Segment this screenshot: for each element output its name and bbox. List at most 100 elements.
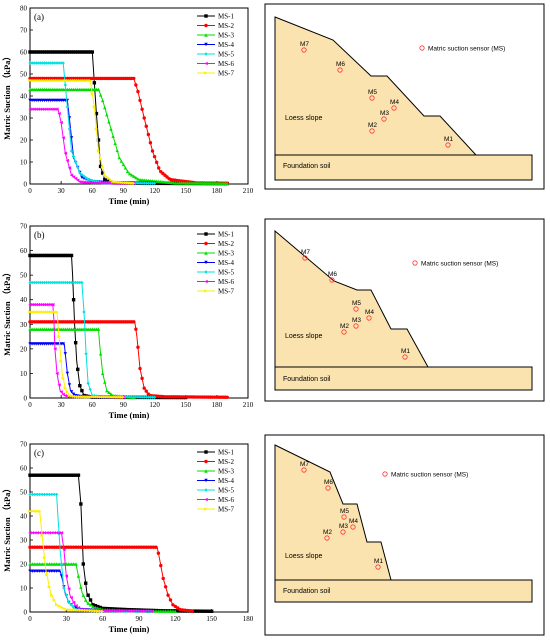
data-point: [33, 473, 37, 477]
data-point: [148, 395, 153, 399]
data-point: [49, 280, 53, 285]
x-tick-label: 120: [149, 187, 160, 195]
data-point: [168, 609, 173, 613]
sensor-label: M7: [300, 461, 309, 468]
data-point: [105, 178, 109, 183]
legend-marker: [204, 71, 208, 75]
legend-label: MS-4: [218, 259, 234, 267]
sensor-label: M5: [368, 89, 377, 96]
data-point: [35, 509, 39, 513]
data-point: [119, 395, 124, 399]
x-tick-label: 210: [243, 401, 254, 409]
data-point: [30, 61, 34, 65]
series-ms-7: [28, 509, 105, 613]
loess-slope: [274, 444, 392, 581]
data-point: [42, 492, 47, 497]
data-point: [57, 604, 61, 608]
data-point: [42, 78, 47, 83]
data-point: [33, 569, 37, 573]
legend-marker: [204, 52, 208, 56]
data-point: [44, 253, 49, 258]
data-point: [49, 78, 53, 83]
data-point: [88, 545, 93, 549]
data-point: [67, 50, 72, 54]
series-line: [30, 304, 124, 398]
sensor-marker: [369, 95, 375, 101]
data-point: [28, 61, 32, 65]
data-point: [73, 280, 78, 285]
data-point: [125, 169, 130, 173]
data-point: [209, 609, 214, 613]
data-point: [73, 341, 78, 345]
data-point: [78, 50, 82, 54]
data-point: [84, 598, 88, 602]
data-point: [84, 78, 88, 83]
data-point: [45, 492, 49, 497]
data-point: [38, 61, 43, 65]
data-point: [154, 609, 158, 613]
data-point: [100, 545, 105, 549]
legend-marker: [204, 33, 208, 37]
data-point: [59, 50, 63, 54]
data-point: [59, 390, 63, 394]
legend-marker: [204, 251, 208, 255]
data-point: [30, 569, 35, 573]
data-point: [46, 61, 51, 65]
sensor-m6: M2: [323, 529, 332, 541]
data-point: [46, 107, 51, 111]
data-point: [84, 581, 88, 585]
data-point: [134, 175, 138, 180]
data-point: [76, 165, 80, 170]
data-point: [61, 392, 65, 397]
data-point: [53, 61, 57, 65]
data-point: [37, 509, 42, 513]
x-tick-label: 0: [28, 615, 32, 623]
data-point: [47, 531, 52, 535]
data-point: [30, 531, 35, 535]
sensor-marker: [381, 116, 387, 122]
series-line: [30, 99, 155, 184]
sensor-m5: M3: [339, 523, 348, 535]
data-point: [57, 253, 61, 258]
x-tick-label: 150: [180, 187, 191, 195]
data-point: [36, 310, 41, 314]
data-point: [65, 50, 70, 54]
data-point: [138, 181, 142, 185]
data-point: [117, 155, 121, 160]
data-point: [154, 545, 158, 549]
chart-panel-2: 0 10 20 30 40 50 60 70 0 30 60 90 120 150 180 210 Time (…: [2, 223, 254, 421]
legend-label: MS-3: [218, 32, 234, 40]
data-point: [63, 83, 67, 87]
data-point: [51, 61, 55, 65]
series-ms-7: [28, 78, 136, 186]
data-point: [173, 609, 178, 613]
data-point: [80, 280, 84, 285]
data-point: [40, 473, 44, 477]
data-point: [54, 569, 59, 573]
legend-label: MS-1: [218, 449, 234, 457]
sensor-label: M6: [324, 479, 333, 486]
x-tick-label: 90: [120, 187, 128, 195]
data-point: [84, 545, 88, 549]
data-point: [30, 280, 34, 285]
data-point: [28, 78, 32, 83]
data-point: [63, 151, 67, 155]
data-point: [127, 171, 132, 176]
data-point: [80, 395, 84, 399]
data-point: [197, 609, 202, 613]
data-point: [53, 280, 57, 285]
data-point: [200, 609, 204, 613]
series-line: [30, 493, 152, 612]
data-point: [63, 386, 67, 390]
sensor-m5: M3: [352, 317, 361, 329]
series-ms-1: [28, 253, 188, 400]
data-point: [111, 395, 115, 399]
data-point: [142, 609, 146, 613]
data-point: [100, 395, 105, 399]
data-point: [88, 78, 92, 83]
sensor-m7: M1: [444, 136, 453, 148]
data-point: [100, 609, 105, 613]
